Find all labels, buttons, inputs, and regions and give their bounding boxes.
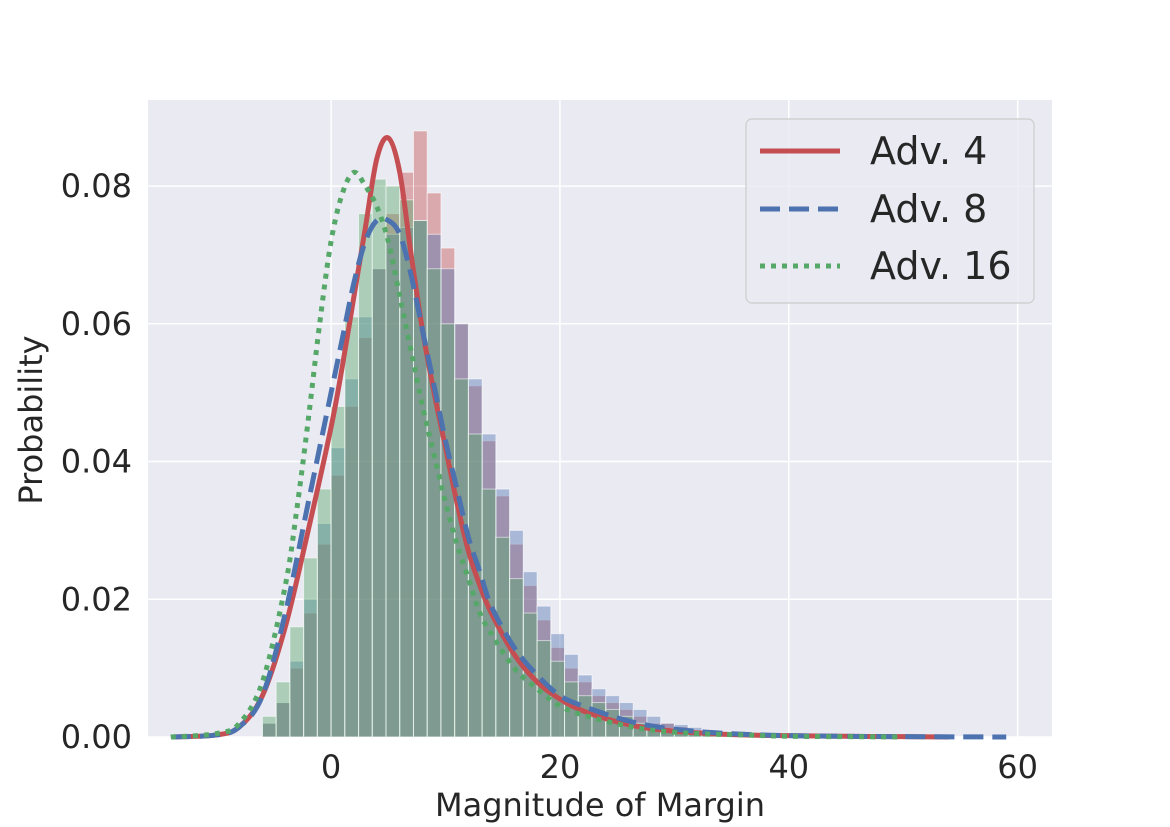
legend-label-adv-4: Adv. 4 <box>870 129 987 173</box>
kde-curves <box>170 135 1007 740</box>
histogram-bar <box>426 268 442 738</box>
legend: Adv. 4 Adv. 8 Adv. 16 <box>745 118 1035 304</box>
histogram-series-2 <box>261 178 758 738</box>
x-tick-labels: 0 20 40 60 <box>321 748 1038 786</box>
legend-label-adv-16: Adv. 16 <box>870 244 1012 288</box>
histogram-bar <box>358 213 373 738</box>
histogram-bar <box>454 378 469 738</box>
histogram-bar <box>344 316 360 738</box>
histogram-bar <box>330 405 346 738</box>
x-tick-label: 40 <box>768 748 809 786</box>
legend-label-adv-8: Adv. 8 <box>870 187 987 231</box>
histogram-bar <box>316 488 332 738</box>
y-tick-label: 0.04 <box>61 443 132 481</box>
y-tick-label: 0.02 <box>61 580 132 618</box>
x-tick-label: 20 <box>540 748 581 786</box>
histogram-bar <box>261 715 277 738</box>
y-axis-title: Probability <box>12 335 50 504</box>
histogram-bar <box>275 681 291 738</box>
histogram-bar <box>385 185 401 738</box>
x-axis-title: Magnitude of Margin <box>435 786 765 824</box>
histogram-bar <box>371 178 387 738</box>
histogram-bar <box>303 557 318 738</box>
kde-curve-1 <box>170 215 1007 740</box>
y-tick-label: 0.00 <box>61 718 132 756</box>
y-tick-label: 0.06 <box>61 305 132 343</box>
x-tick-label: 60 <box>997 748 1038 786</box>
y-tick-labels: 0.00 0.02 0.04 0.06 0.08 <box>61 167 132 756</box>
y-tick-label: 0.08 <box>61 167 132 205</box>
histogram-bar <box>289 626 305 738</box>
x-tick-label: 0 <box>321 748 341 786</box>
legend-box <box>745 118 1035 304</box>
